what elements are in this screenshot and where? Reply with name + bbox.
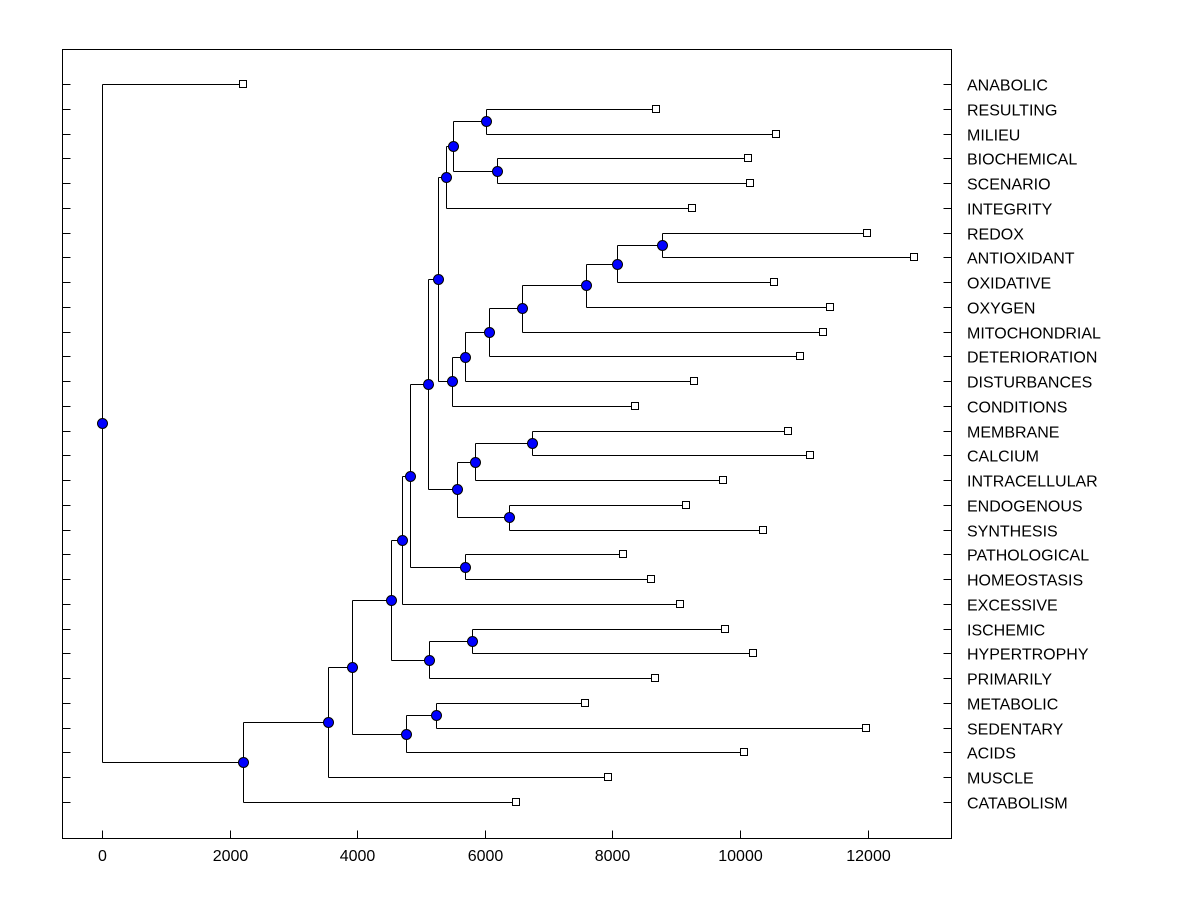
leaf-marker [647, 575, 655, 583]
leaf-marker [746, 179, 754, 187]
merge-node [448, 141, 459, 152]
leaf-label: OXIDATIVE [967, 276, 1051, 293]
leaf-label: CATABOLISM [967, 796, 1068, 813]
merge-node [517, 303, 528, 314]
leaf-label: EXCESSIVE [967, 598, 1058, 615]
merge-node [386, 595, 397, 606]
merge-node [423, 379, 434, 390]
leaf-label: INTRACELLULAR [967, 474, 1098, 491]
leaf-marker [772, 130, 780, 138]
leaf-marker [581, 699, 589, 707]
leaf-marker [744, 154, 752, 162]
leaf-label: MUSCLE [967, 771, 1034, 788]
merge-node [581, 280, 592, 291]
merge-node [452, 484, 463, 495]
x-tick-label: 2000 [213, 848, 249, 865]
merge-node [97, 418, 108, 429]
leaf-marker [740, 748, 748, 756]
merge-node [405, 471, 416, 482]
leaf-marker [682, 501, 690, 509]
x-tick-label: 4000 [340, 848, 376, 865]
leaf-label: SEDENTARY [967, 722, 1064, 739]
leaf-label: HOMEOSTASIS [967, 573, 1083, 590]
leaf-marker [796, 352, 804, 360]
leaf-label: OXYGEN [967, 301, 1035, 318]
leaf-marker [784, 427, 792, 435]
leaf-label: MEMBRANE [967, 425, 1059, 442]
merge-node [347, 662, 358, 673]
x-tick-label: 6000 [468, 848, 504, 865]
leaf-label: SCENARIO [967, 177, 1051, 194]
merge-node [447, 376, 458, 387]
merge-node [460, 352, 471, 363]
leaf-marker [652, 105, 660, 113]
leaf-label: PRIMARILY [967, 672, 1052, 689]
merge-node [492, 166, 503, 177]
leaf-marker [759, 526, 767, 534]
leaf-marker [676, 600, 684, 608]
merge-node [657, 240, 668, 251]
plot-frame [62, 49, 952, 839]
leaf-label: REDOX [967, 227, 1024, 244]
leaf-label: PATHOLOGICAL [967, 548, 1089, 565]
leaf-label: ENDOGENOUS [967, 499, 1083, 516]
leaf-label: MILIEU [967, 128, 1020, 145]
merge-node [401, 729, 412, 740]
leaf-label: METABOLIC [967, 697, 1058, 714]
merge-node [460, 562, 471, 573]
leaf-label: SYNTHESIS [967, 524, 1058, 541]
leaf-label: DISTURBANCES [967, 375, 1092, 392]
leaf-marker [826, 303, 834, 311]
leaf-marker [512, 798, 520, 806]
leaf-marker [688, 204, 696, 212]
leaf-marker [749, 649, 757, 657]
leaf-marker [239, 80, 247, 88]
merge-node [431, 710, 442, 721]
leaf-marker [719, 476, 727, 484]
merge-node [504, 512, 515, 523]
x-tick-label: 10000 [718, 848, 763, 865]
leaf-marker [721, 625, 729, 633]
leaf-label: DETERIORATION [967, 350, 1097, 367]
leaf-marker [863, 229, 871, 237]
leaf-marker [619, 550, 627, 558]
leaf-label: MITOCHONDRIAL [967, 326, 1101, 343]
leaf-label: RESULTING [967, 103, 1057, 120]
leaf-label: HYPERTROPHY [967, 647, 1089, 664]
merge-node [424, 655, 435, 666]
leaf-marker [690, 377, 698, 385]
merge-node [397, 535, 408, 546]
x-tick-label: 0 [98, 848, 107, 865]
x-tick-label: 8000 [595, 848, 631, 865]
merge-node [481, 116, 492, 127]
merge-node [612, 259, 623, 270]
leaf-marker [862, 724, 870, 732]
merge-node [433, 274, 444, 285]
merge-node [484, 327, 495, 338]
leaf-label: ISCHEMIC [967, 623, 1045, 640]
merge-node [441, 172, 452, 183]
leaf-marker [770, 278, 778, 286]
leaf-label: BIOCHEMICAL [967, 152, 1077, 169]
leaf-label: ANTIOXIDANT [967, 251, 1075, 268]
leaf-label: INTEGRITY [967, 202, 1053, 219]
leaf-label: CALCIUM [967, 449, 1039, 466]
leaf-marker [604, 773, 612, 781]
merge-node [238, 757, 249, 768]
leaf-marker [631, 402, 639, 410]
merge-node [467, 636, 478, 647]
merge-node [527, 438, 538, 449]
leaf-label: CONDITIONS [967, 400, 1067, 417]
leaf-marker [806, 451, 814, 459]
leaf-label: ACIDS [967, 746, 1016, 763]
leaf-marker [819, 328, 827, 336]
leaf-marker [651, 674, 659, 682]
x-tick-label: 12000 [846, 848, 891, 865]
merge-node [470, 457, 481, 468]
leaf-marker [910, 253, 918, 261]
leaf-label: ANABOLIC [967, 78, 1048, 95]
merge-node [323, 717, 334, 728]
